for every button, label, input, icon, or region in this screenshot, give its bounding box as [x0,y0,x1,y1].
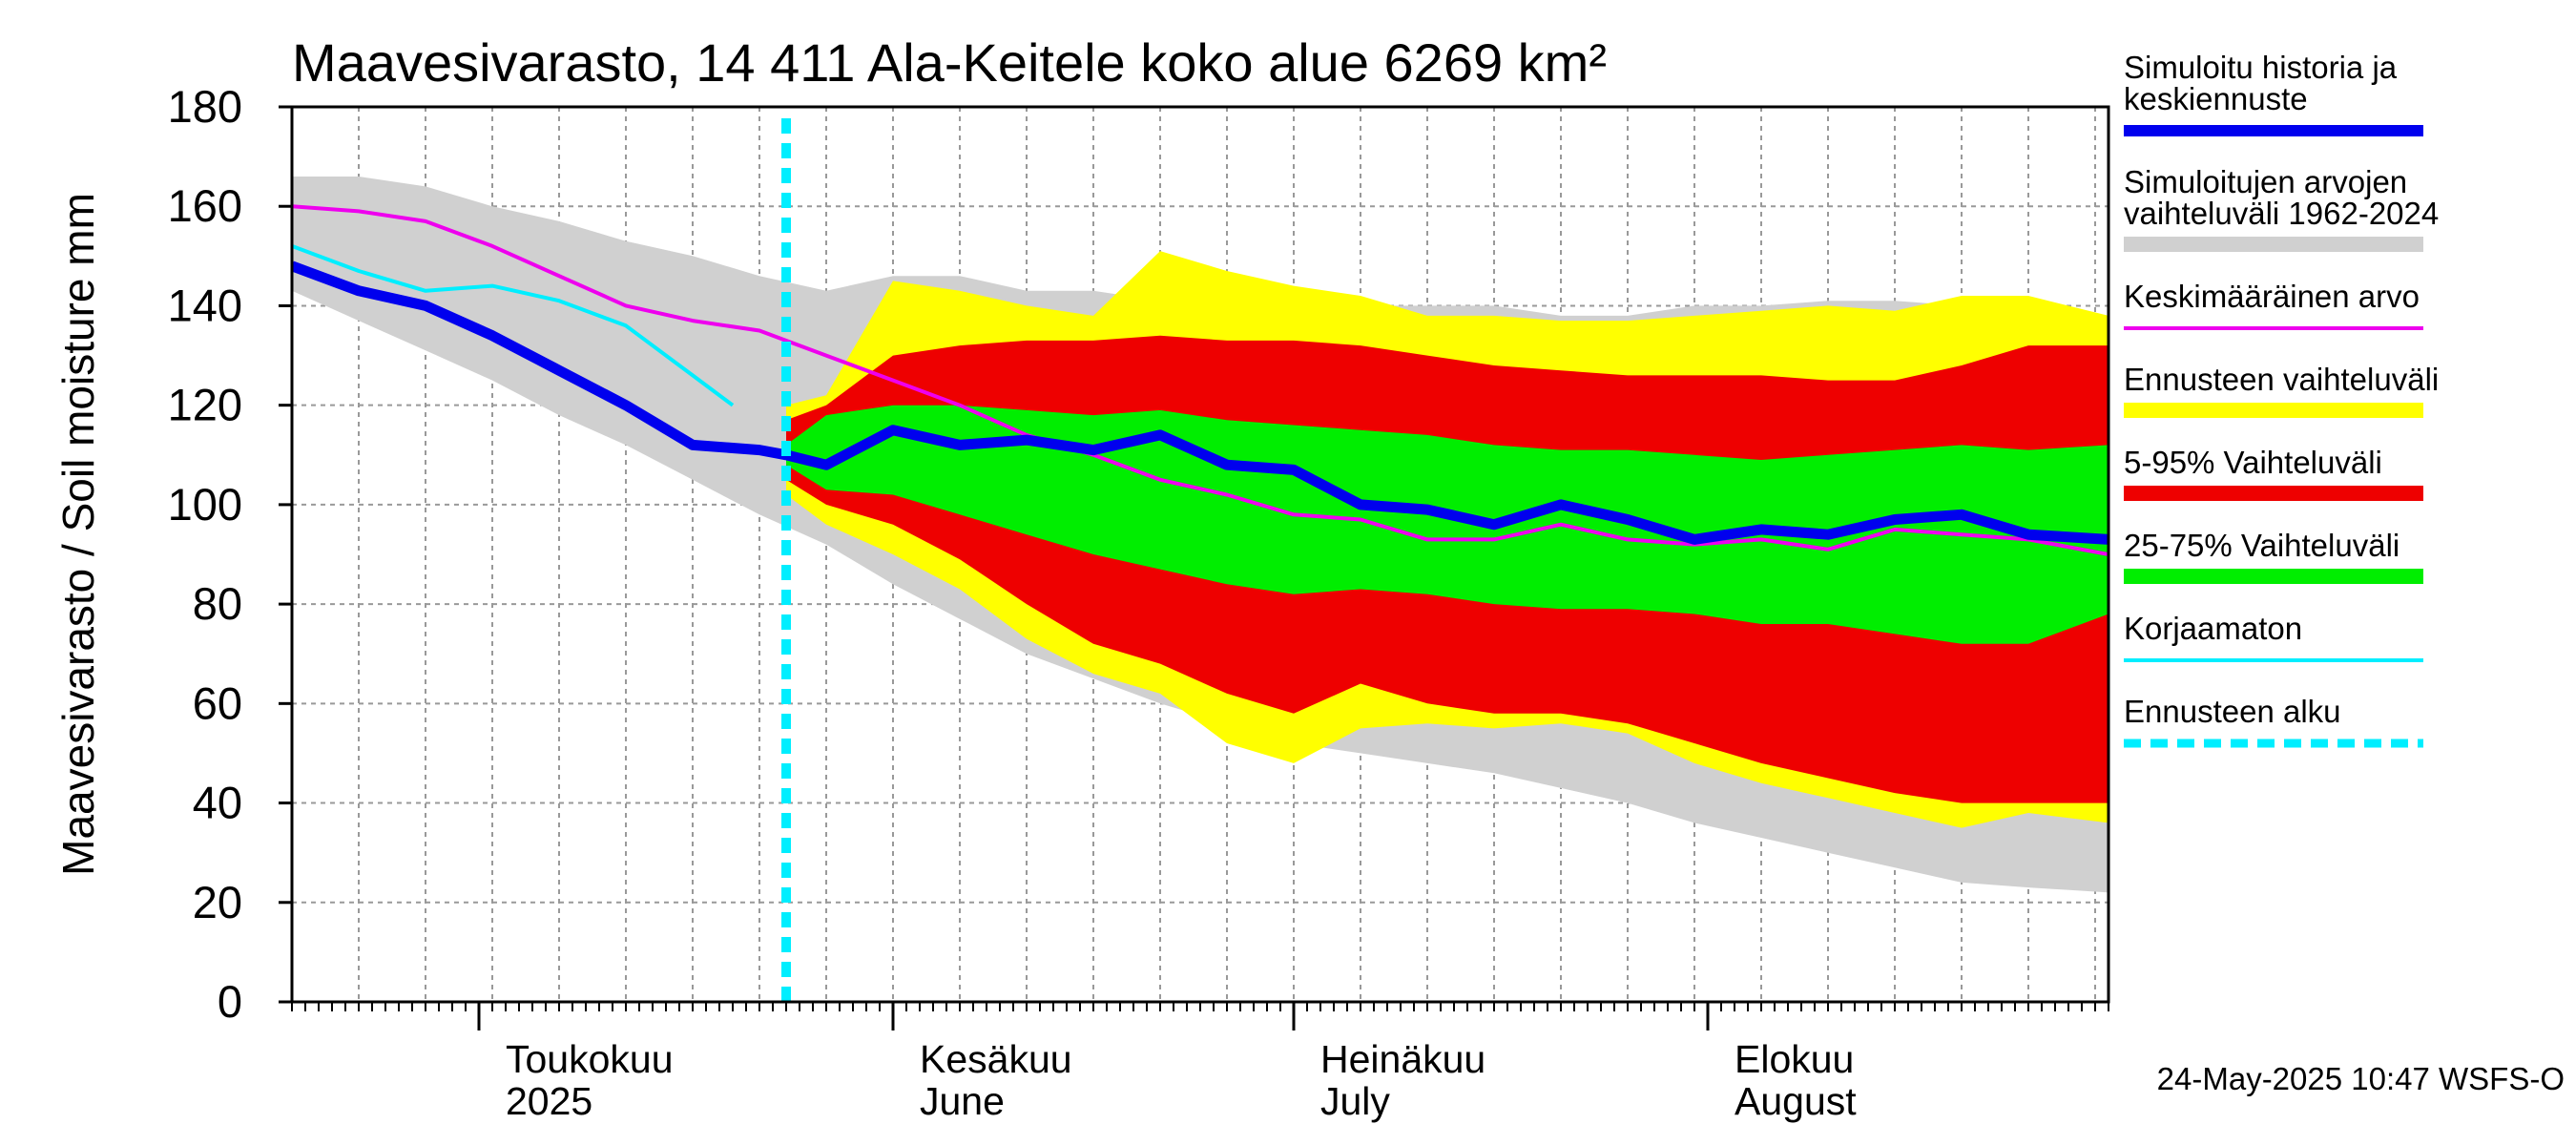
bands [292,177,2109,893]
y-tick-label: 80 [193,578,242,629]
month-label-en: June [920,1079,1005,1123]
legend-swatch [2124,237,2423,252]
legend-label: Keskimääräinen arvo [2124,279,2420,314]
chart-title: Maavesivarasto, 14 411 Ala-Keitele koko … [292,32,1607,93]
y-tick-label: 60 [193,677,242,728]
month-label: Toukokuu [506,1037,674,1081]
y-tick-label: 160 [168,180,242,231]
legend-swatch [2124,403,2423,418]
month-label: Elokuu [1735,1037,1854,1081]
history-forecast-line [292,260,2109,545]
legend-swatch [2124,486,2423,501]
month-label-en: July [1320,1079,1390,1123]
y-tick-label: 140 [168,280,242,330]
y-tick-label: 20 [193,877,242,927]
legend-label: Simuloitu historia ja [2124,50,2398,85]
month-label: Kesäkuu [920,1037,1072,1081]
legend-label: Ennusteen vaihteluväli [2124,362,2439,397]
y-tick-label: 40 [193,778,242,828]
uncorrected-line [292,244,735,407]
legend-label: 25-75% Vaihteluväli [2124,528,2399,563]
month-label: Heinäkuu [1320,1037,1485,1081]
y-tick-label: 0 [218,976,242,1027]
y-tick-label: 100 [168,479,242,530]
y-tick-label: 120 [168,380,242,430]
month-label-en: 2025 [506,1079,592,1123]
legend-swatch [2124,569,2423,584]
lines [292,118,2109,1002]
mean-line [292,204,2109,556]
timestamp: 24-May-2025 10:47 WSFS-O [2157,1061,2565,1096]
y-axis-label: Maavesivarasto / Soil moisture mm [53,193,103,876]
y-tick-label: 180 [168,81,242,132]
legend-label: keskiennuste [2124,81,2308,116]
legend-label: 5-95% Vaihteluväli [2124,445,2382,480]
legend-label: vaihteluväli 1962-2024 [2124,196,2439,231]
legend-label: Korjaamaton [2124,611,2302,646]
legend-label: Simuloitujen arvojen [2124,164,2407,199]
month-label-en: August [1735,1079,1857,1123]
legend-label: Ennusteen alku [2124,694,2341,729]
